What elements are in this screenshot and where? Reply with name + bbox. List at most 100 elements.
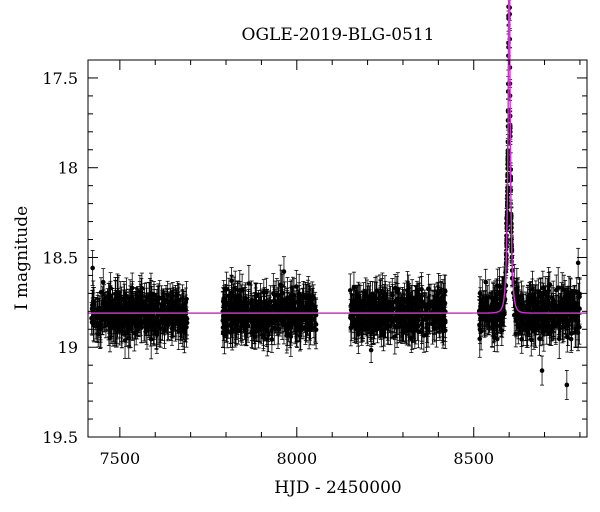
data-point — [106, 298, 112, 338]
point-marker — [235, 293, 240, 299]
point-marker — [239, 288, 245, 293]
point-marker — [261, 290, 267, 295]
data-point — [135, 286, 141, 322]
data-point — [95, 320, 101, 348]
point-marker — [130, 313, 135, 318]
point-marker — [100, 279, 106, 285]
data-point — [115, 290, 121, 330]
point-marker — [136, 313, 141, 319]
point-marker — [174, 317, 180, 323]
point-marker — [258, 315, 264, 320]
data-point — [139, 287, 144, 324]
point-marker — [245, 323, 251, 329]
data-point — [241, 296, 246, 324]
point-marker — [264, 307, 270, 312]
data-point — [130, 300, 135, 330]
point-marker — [133, 330, 139, 335]
point-marker — [271, 307, 277, 312]
data-point — [269, 326, 275, 353]
data-point — [166, 293, 172, 326]
point-marker — [174, 301, 179, 307]
point-marker — [90, 298, 96, 304]
data-point — [243, 293, 249, 335]
point-marker — [89, 306, 95, 311]
point-marker — [97, 320, 103, 326]
data-point — [90, 250, 95, 286]
point-marker — [177, 321, 183, 326]
point-marker — [151, 317, 157, 323]
point-marker — [304, 325, 310, 331]
point-marker — [294, 284, 299, 289]
point-marker — [95, 331, 101, 337]
point-marker — [150, 306, 156, 312]
point-marker — [127, 298, 133, 304]
point-marker — [246, 281, 252, 286]
point-marker — [275, 305, 280, 311]
point-marker — [112, 322, 118, 327]
point-marker — [368, 347, 374, 353]
point-marker — [90, 265, 95, 271]
point-marker — [221, 321, 227, 327]
point-marker — [291, 313, 297, 319]
point-marker — [106, 315, 112, 321]
data-point — [101, 289, 106, 328]
point-marker — [115, 307, 121, 313]
point-marker — [284, 301, 290, 307]
point-marker — [155, 294, 161, 300]
point-marker — [279, 297, 285, 302]
y-axis-label: I magnitude — [12, 206, 32, 310]
data-point — [95, 294, 100, 327]
data-point — [112, 304, 118, 344]
data-point — [184, 298, 190, 340]
data-point — [155, 304, 161, 346]
point-marker — [227, 306, 233, 312]
point-marker — [281, 269, 287, 274]
point-marker — [288, 319, 294, 325]
point-marker — [182, 330, 187, 336]
point-marker — [233, 323, 239, 329]
point-marker — [296, 306, 301, 312]
point-marker — [139, 323, 144, 328]
point-marker — [135, 301, 141, 307]
point-marker — [135, 323, 140, 329]
point-marker — [110, 307, 116, 313]
point-marker — [224, 303, 229, 308]
point-marker — [313, 322, 319, 327]
point-marker — [154, 330, 159, 335]
point-marker — [101, 306, 106, 311]
point-marker — [160, 319, 165, 324]
x-axis-label: HJD - 2450000 — [274, 478, 402, 498]
point-marker — [239, 318, 245, 323]
point-marker — [307, 316, 313, 321]
data-point — [177, 309, 183, 337]
point-marker — [129, 285, 135, 291]
point-marker — [269, 337, 275, 342]
point-marker — [304, 305, 310, 311]
data-point — [174, 306, 180, 334]
point-marker — [119, 297, 124, 302]
point-marker — [306, 298, 312, 304]
point-marker — [149, 325, 154, 330]
point-marker — [148, 290, 154, 296]
point-marker — [126, 325, 132, 331]
point-marker — [137, 289, 143, 295]
point-marker — [296, 291, 302, 296]
point-marker — [241, 307, 246, 313]
point-marker — [254, 293, 259, 299]
point-marker — [95, 308, 100, 314]
point-marker — [184, 324, 189, 330]
data-point — [239, 273, 245, 308]
point-marker — [298, 323, 303, 328]
data-point — [150, 292, 156, 325]
point-marker — [254, 315, 260, 320]
point-marker — [155, 322, 161, 328]
data-point — [160, 301, 165, 341]
data-point — [119, 315, 125, 349]
point-marker — [119, 329, 125, 335]
data-point — [271, 295, 277, 324]
data-point — [154, 316, 159, 350]
point-marker — [184, 316, 190, 322]
point-marker — [139, 303, 144, 309]
data-point — [149, 313, 154, 341]
